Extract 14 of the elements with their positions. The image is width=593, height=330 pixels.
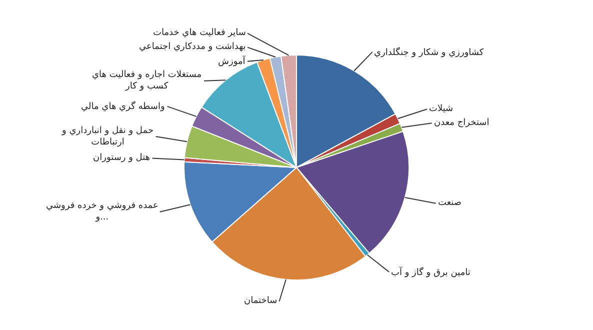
slice-label: صنعت xyxy=(438,198,462,208)
slice-label: ساير فعاليت هاي خدمات xyxy=(153,28,246,38)
slice-label: آموزش xyxy=(218,55,246,67)
slice-label: استخراج معدن xyxy=(434,118,490,128)
slice-label: واسطه گري هاي مالي xyxy=(81,100,165,112)
slice-label: کشاورزي و شکار و جنگلداري xyxy=(374,46,484,58)
slice-label: مستغلات اجاره و فعاليت هاي کسب و کار xyxy=(92,70,202,92)
slice-label: شيلات xyxy=(429,104,454,114)
slice-label: تامين برق و گاز و آب xyxy=(391,266,471,278)
slice-label: عمده فروشي و خرده فروشي و... xyxy=(46,201,158,223)
slice-label: حمل و نقل و انبارداري و ارتباطات xyxy=(61,126,154,148)
slice-label: هتل و رستوران xyxy=(93,153,150,163)
slice-label: بهداشت و مددکاري اجتماعي xyxy=(139,42,246,52)
slice-label: ساختمان xyxy=(244,296,278,306)
